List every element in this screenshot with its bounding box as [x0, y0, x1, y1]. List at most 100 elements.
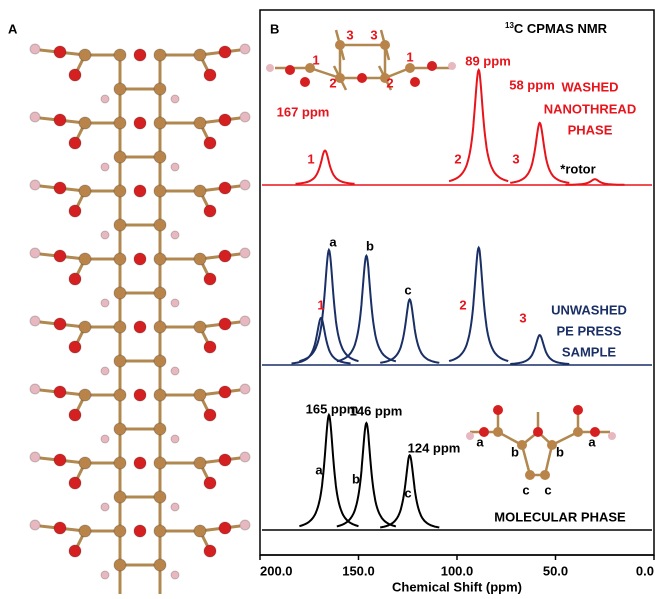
- atom: [69, 69, 81, 81]
- atom: [154, 219, 166, 231]
- inset-label: a: [588, 434, 596, 449]
- annotation: 2: [454, 151, 461, 166]
- atom: [79, 253, 91, 265]
- atom: [219, 182, 231, 194]
- annotation: NANOTHREAD: [544, 101, 636, 116]
- atom: [101, 435, 109, 443]
- peak: [296, 151, 355, 184]
- annotation: WASHED: [561, 79, 618, 94]
- annotation: PE PRESS: [556, 323, 621, 338]
- annotation: a: [329, 234, 337, 249]
- atom: [240, 520, 250, 530]
- atom: [79, 117, 91, 129]
- atom: [114, 151, 126, 163]
- annotation: MOLECULAR PHASE: [494, 509, 626, 524]
- atom: [154, 321, 166, 333]
- annotation: a: [315, 462, 323, 477]
- annotation: 1: [317, 297, 324, 312]
- atom: [204, 137, 216, 149]
- atom: [219, 454, 231, 466]
- atom: [171, 435, 179, 443]
- annotation: PHASE: [568, 122, 613, 137]
- atom: [114, 525, 126, 537]
- x-tick-label: 150.0: [342, 563, 375, 578]
- atom: [171, 503, 179, 511]
- atom: [171, 571, 179, 579]
- annotation: UNWASHED: [551, 302, 627, 317]
- atom: [114, 355, 126, 367]
- x-tick-label: 0.0: [636, 563, 654, 578]
- atom: [69, 205, 81, 217]
- peak: [337, 423, 396, 526]
- atom: [101, 231, 109, 239]
- x-axis-label: Chemical Shift (ppm): [392, 579, 522, 594]
- atom: [608, 432, 616, 440]
- annotation: b: [352, 471, 360, 486]
- atom: [30, 112, 40, 122]
- atom: [114, 559, 126, 571]
- atom: [54, 250, 66, 262]
- atom: [54, 522, 66, 534]
- nmr-label: 13C CPMAS NMR: [505, 21, 608, 36]
- atom: [154, 49, 166, 61]
- annotation: b: [366, 238, 374, 253]
- atom: [101, 299, 109, 307]
- atom: [114, 253, 126, 265]
- atom: [171, 299, 179, 307]
- atom: [134, 49, 146, 61]
- annotation: 167 ppm: [277, 104, 330, 119]
- atom: [101, 367, 109, 375]
- annotation: SAMPLE: [562, 344, 617, 359]
- atom: [154, 525, 166, 537]
- peak: [380, 299, 439, 362]
- atom: [30, 452, 40, 462]
- peak: [565, 179, 624, 185]
- atom: [219, 250, 231, 262]
- atom: [154, 355, 166, 367]
- atom: [54, 114, 66, 126]
- atom: [79, 185, 91, 197]
- atom: [204, 69, 216, 81]
- atom: [171, 231, 179, 239]
- inset-label: 1: [406, 49, 413, 64]
- atom: [194, 117, 206, 129]
- atom: [194, 321, 206, 333]
- panel-label: B: [270, 21, 279, 36]
- atom: [154, 287, 166, 299]
- atom: [134, 185, 146, 197]
- atom: [134, 117, 146, 129]
- atom: [69, 137, 81, 149]
- atom: [54, 46, 66, 58]
- atom: [493, 427, 503, 437]
- atom: [525, 470, 535, 480]
- atom: [30, 180, 40, 190]
- atom: [79, 389, 91, 401]
- atom: [154, 423, 166, 435]
- atom: [154, 389, 166, 401]
- atom: [194, 185, 206, 197]
- atom: [69, 341, 81, 353]
- atom: [493, 405, 503, 415]
- atom: [171, 367, 179, 375]
- atom: [101, 571, 109, 579]
- atom: [219, 114, 231, 126]
- atom: [204, 205, 216, 217]
- atom: [204, 273, 216, 285]
- atom: [240, 44, 250, 54]
- atom: [219, 318, 231, 330]
- atom: [266, 64, 274, 72]
- peak: [337, 256, 396, 361]
- atom: [54, 454, 66, 466]
- panel-label: A: [8, 21, 18, 36]
- atom: [573, 427, 583, 437]
- atom: [219, 46, 231, 58]
- figure: A B 13C CPMAS NMR Chemical Shift (ppm) 2…: [0, 0, 655, 594]
- atom: [101, 95, 109, 103]
- atom: [204, 477, 216, 489]
- atom: [30, 384, 40, 394]
- atom: [240, 112, 250, 122]
- peak: [449, 248, 508, 361]
- atom: [101, 163, 109, 171]
- atom: [114, 117, 126, 129]
- inset-label: b: [511, 444, 519, 459]
